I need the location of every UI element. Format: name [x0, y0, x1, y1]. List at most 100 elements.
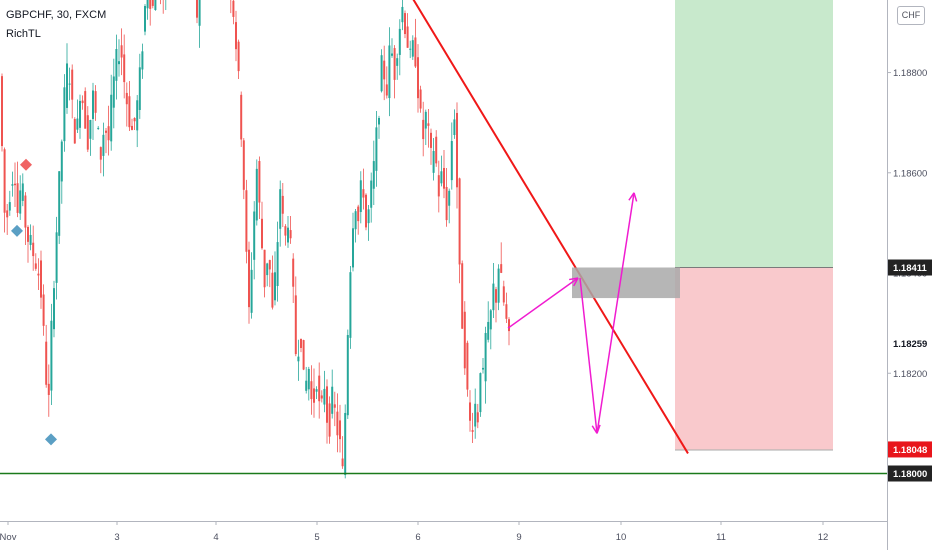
candle-body — [92, 90, 94, 119]
swing-marker-red — [20, 158, 32, 171]
price-label: 1.18411 — [893, 263, 928, 274]
candle-body — [284, 226, 287, 236]
candle-body — [448, 190, 451, 206]
candle-body — [34, 263, 37, 269]
candle-body — [266, 263, 269, 276]
stop-zone — [675, 267, 833, 450]
indicator-label: RichTL — [6, 28, 41, 40]
currency-button[interactable]: CHF — [897, 6, 925, 25]
candle-body — [333, 404, 336, 408]
candle-body — [414, 37, 417, 67]
candle-body — [123, 54, 126, 83]
arrow-head — [628, 192, 635, 201]
candle-body — [435, 136, 438, 164]
candle-body — [383, 60, 386, 80]
candle-body — [320, 395, 323, 399]
candle-body — [417, 57, 419, 99]
x-tick-label: 4 — [213, 532, 218, 543]
candle-body — [305, 380, 308, 391]
candle-body — [492, 283, 495, 311]
x-tick-label: 10 — [616, 532, 627, 543]
candle-body — [94, 91, 97, 113]
candle-body — [502, 286, 505, 303]
candle-body — [274, 272, 276, 301]
candle-body — [149, 0, 152, 9]
candle-body — [349, 272, 352, 338]
candle-body — [263, 249, 266, 288]
swing-marker-blue — [11, 224, 23, 237]
candle-body — [385, 84, 388, 96]
candle-body — [271, 272, 274, 308]
candle-body — [276, 242, 279, 287]
plot-layer — [0, 0, 887, 479]
candle-body — [131, 125, 133, 130]
candle-body — [115, 49, 118, 81]
candle-body — [469, 402, 471, 421]
candle-body — [450, 141, 453, 181]
candle-body — [495, 289, 497, 303]
projection-arrow — [596, 192, 635, 434]
candle-body — [232, 0, 235, 17]
candle-body — [235, 22, 237, 50]
candle-body — [427, 123, 430, 126]
candle-body — [487, 321, 490, 340]
candle-body — [279, 189, 282, 229]
candle-body — [79, 100, 81, 128]
candle-body — [508, 319, 510, 332]
candle-body — [24, 195, 27, 228]
candle-body — [71, 69, 74, 100]
candle-body — [372, 161, 375, 189]
candle-body — [453, 119, 456, 135]
candle-body — [404, 13, 406, 35]
y-tick-label: 1.18600 — [893, 168, 927, 179]
candle-body — [40, 260, 42, 298]
x-tick-label: 6 — [415, 532, 420, 543]
candle-body — [144, 5, 146, 32]
candle-body — [66, 63, 68, 108]
candle-body — [76, 118, 79, 130]
candle-body — [341, 458, 344, 467]
candle-body — [138, 67, 141, 110]
candle-body — [484, 332, 487, 382]
price-label-bg — [888, 441, 932, 458]
candle-body — [97, 127, 100, 129]
candle-body — [32, 242, 35, 257]
candle-body — [255, 168, 258, 221]
candle-body — [489, 310, 492, 330]
candle-body — [331, 386, 334, 414]
candle-body — [430, 132, 432, 148]
candle-body — [315, 389, 318, 392]
candle-body — [21, 183, 24, 201]
candle-body — [505, 304, 508, 319]
x-tick-label: Nov — [0, 532, 17, 543]
x-tick-label: 9 — [516, 532, 521, 543]
candle-body — [398, 28, 401, 55]
candle-body — [118, 61, 120, 65]
candle-body — [248, 249, 250, 308]
candle-body — [125, 92, 128, 105]
candle-body — [437, 175, 440, 197]
candle-body — [375, 127, 378, 171]
candle-body — [357, 206, 360, 222]
candle-body — [456, 112, 458, 188]
candle-body — [250, 269, 253, 313]
candle-body — [11, 184, 14, 186]
candle-body — [45, 341, 48, 385]
candle-body — [500, 264, 503, 273]
entry-box — [572, 267, 680, 299]
candle-body — [196, 0, 198, 18]
candle-body — [110, 94, 113, 142]
candle-body — [388, 45, 391, 99]
candle-body — [8, 202, 11, 211]
arrow-head — [569, 277, 579, 281]
candle-body — [58, 171, 61, 236]
candle-body — [328, 403, 331, 437]
target-zone — [675, 0, 833, 268]
candle-body — [6, 210, 9, 218]
candle-body — [323, 388, 326, 405]
candle-body — [463, 311, 466, 369]
candle-body — [362, 189, 365, 198]
candle-body — [302, 340, 305, 370]
